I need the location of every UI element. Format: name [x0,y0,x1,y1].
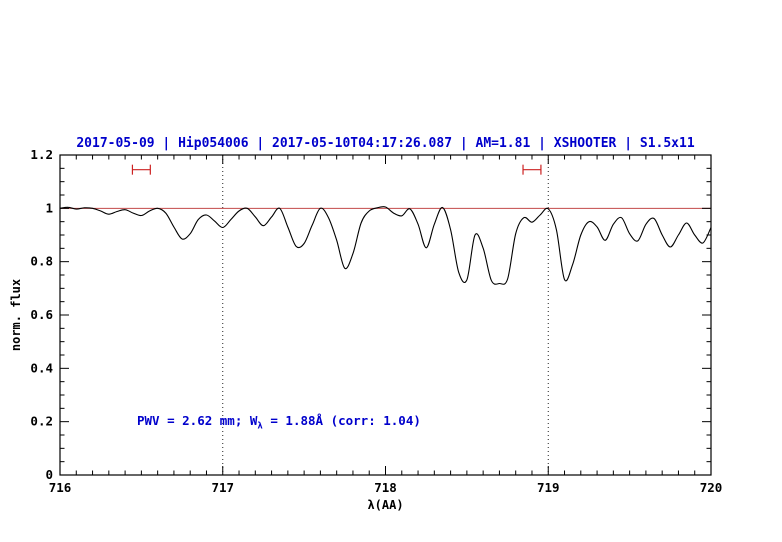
plot-title: 2017-05-09 | Hip054006 | 2017-05-10T04:1… [76,136,695,151]
pwv-annotation: PWV = 2.62 mm; Wλ = 1.88Å (corr: 1.04) [137,413,421,431]
y-tick-label: 0.8 [30,254,53,269]
telluric-band-marker [131,164,151,175]
pwv-annotation-text-2: = 1.88Å (corr: 1.04) [262,413,421,428]
x-tick-label: 719 [537,480,560,495]
x-axis-label: λ(AA) [367,498,404,512]
pwv-annotation-text: PWV = 2.62 mm; W [137,413,258,428]
y-tick-label: 0.2 [30,414,53,429]
y-tick-label: 0.6 [30,307,53,322]
spectrum-line [59,206,712,285]
x-tick-label: 717 [211,480,234,495]
y-tick-label: 0.4 [30,360,53,375]
y-tick-label: 1.2 [30,147,53,162]
axis-ticks [59,154,712,476]
telluric-band-marker [522,164,542,175]
x-tick-label: 716 [49,480,72,495]
x-tick-label: 720 [700,480,723,495]
y-tick-label: 0 [45,467,53,482]
y-axis-label: norm. flux [9,278,23,352]
lambda-subscript: λ [257,421,263,432]
y-tick-label: 1 [45,200,53,215]
x-tick-label: 718 [374,480,397,495]
